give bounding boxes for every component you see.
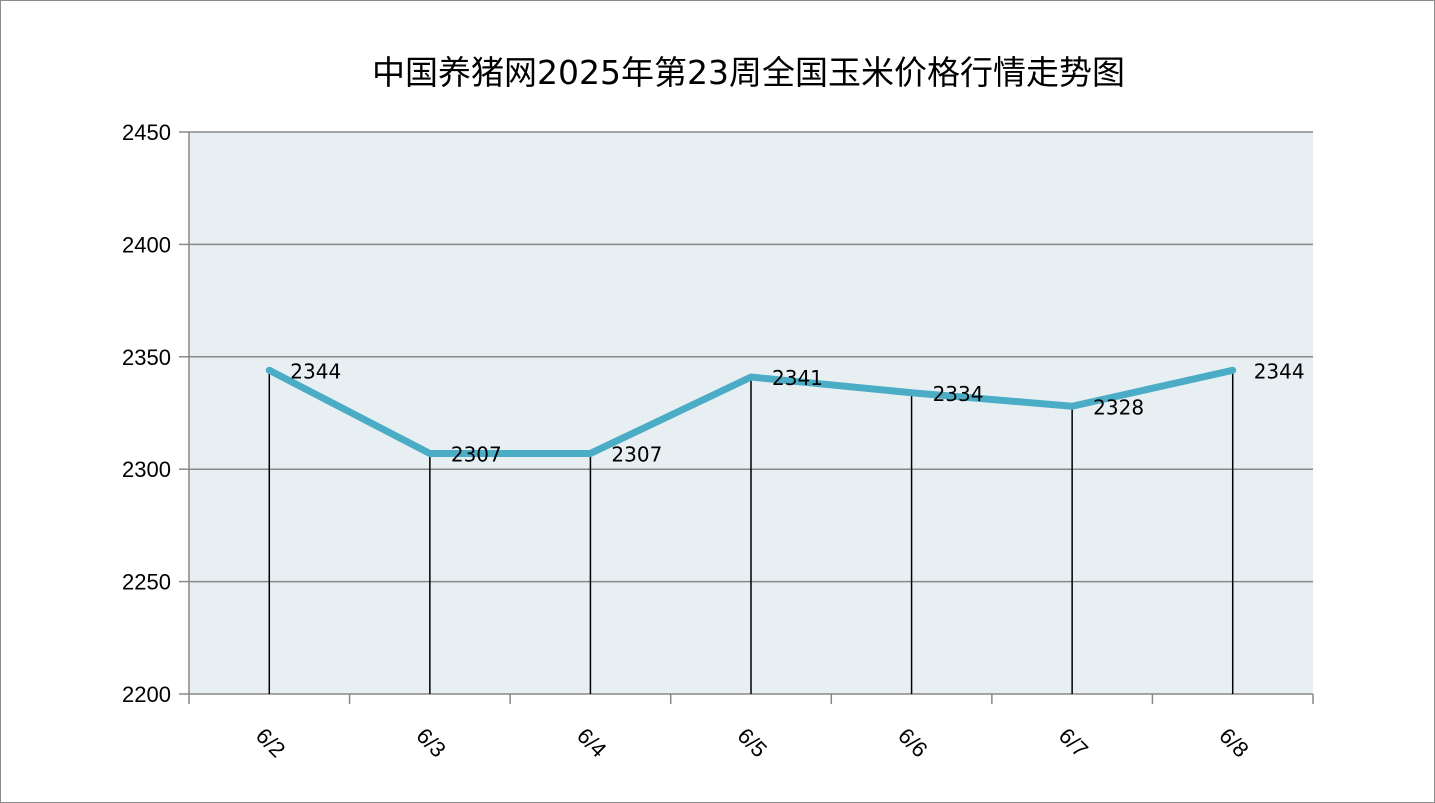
x-tick-label: 6/5 [733,723,772,762]
y-axis-labels: 2200 2250 2300 2350 2400 2450 [122,120,171,707]
series-line [265,366,1237,457]
x-axis-labels: 6/2 6/3 6/4 6/5 6/6 6/7 6/8 [251,723,1254,762]
y-tick-label: 2450 [122,120,171,145]
data-label: 2341 [772,366,823,390]
x-tick-label: 6/6 [893,723,932,762]
drop-lines [268,370,1234,694]
y-tick-label: 2300 [122,457,171,482]
data-label: 2307 [611,442,662,466]
y-tick-label: 2250 [122,570,171,595]
data-label: 2344 [1254,359,1305,383]
x-tick-label: 6/2 [251,723,290,762]
x-tick-label: 6/3 [412,723,451,762]
x-tick-label: 6/4 [572,723,611,762]
y-tick-label: 2200 [122,682,171,707]
x-tick-label: 6/8 [1214,723,1253,762]
data-labels: 2344 2307 2307 2341 2334 2328 2344 [290,359,1304,466]
data-label: 2334 [933,382,984,406]
y-tick-label: 2350 [122,345,171,370]
data-label: 2328 [1093,395,1144,419]
data-label: 2307 [451,442,502,466]
x-tick-label: 6/7 [1054,723,1093,762]
data-label: 2344 [290,359,341,383]
y-tick-label: 2400 [122,232,171,257]
chart-title: 中国养猪网2025年第23周全国玉米价格行情走势图 [372,53,1125,92]
